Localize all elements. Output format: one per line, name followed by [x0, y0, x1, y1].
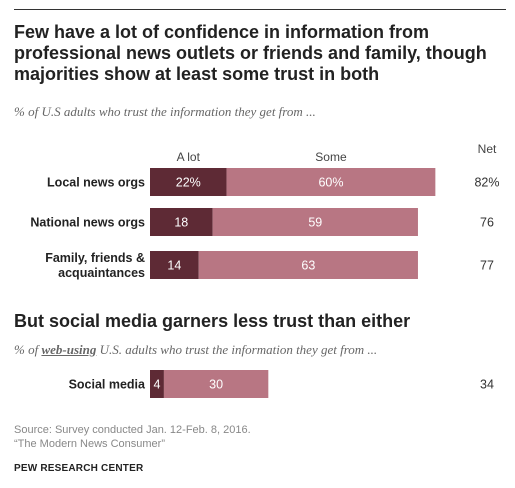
bar-a-lot	[150, 370, 164, 398]
bar-value-label: 14	[167, 259, 181, 273]
net-value: 34	[480, 378, 494, 392]
legend-some: Some	[315, 150, 347, 164]
source-line: Source: Survey conducted Jan. 12-Feb. 8,…	[14, 424, 251, 436]
category-label: National news orgs	[30, 216, 145, 230]
chart-subtitle: % of U.S adults who trust the informatio…	[14, 104, 316, 119]
chart-title: Few have a lot of confidence in informat…	[14, 22, 487, 84]
subtitle2-highlight: web-using	[41, 342, 97, 357]
source-line: “The Modern News Consumer”	[14, 438, 165, 450]
bar-value-label: 60%	[318, 176, 343, 190]
category-label: Social media	[69, 378, 146, 392]
category-label: acquaintances	[58, 266, 145, 280]
bar-a-lot	[150, 208, 213, 236]
bar-some	[198, 251, 418, 279]
source-note: Source: Survey conducted Jan. 12-Feb. 8,…	[14, 423, 251, 451]
bar-a-lot	[150, 168, 227, 196]
bar-value-label: 59	[308, 216, 322, 230]
subtitle2-post: U.S. adults who trust the information th…	[96, 342, 378, 357]
bar-value-label: 4	[153, 378, 160, 392]
bar-value-label: 30	[209, 378, 223, 392]
category-label: Family, friends &	[45, 251, 145, 265]
section2-title: But social media garners less trust than…	[14, 311, 411, 331]
bar-a-lot	[150, 251, 199, 279]
brand-logo-text: PEW RESEARCH CENTER	[14, 463, 144, 474]
net-value: 77	[480, 259, 494, 273]
category-label: Local news orgs	[47, 176, 145, 190]
subtitle2-pre: % of	[14, 342, 42, 357]
bar-value-label: 63	[301, 259, 315, 273]
bar-value-label: 18	[174, 216, 188, 230]
net-value: 76	[480, 216, 494, 230]
bar-some	[212, 208, 418, 236]
bar-value-label: 22%	[176, 176, 201, 190]
legend-a-lot: A lot	[177, 150, 201, 164]
bar-some	[163, 370, 269, 398]
net-value: 82%	[474, 176, 499, 190]
net-header: Net	[478, 142, 497, 156]
section2-subtitle: % of web-using U.S. adults who trust the…	[14, 342, 377, 358]
top-rule	[14, 9, 506, 10]
bar-some	[226, 168, 436, 196]
